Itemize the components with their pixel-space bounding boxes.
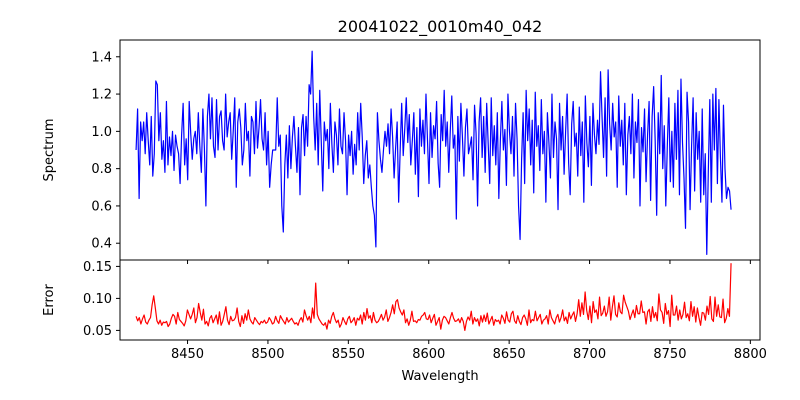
error-axes: 8450 8500 8550 8600 8650 8700 8750 8800 0.05 0.10… [83, 260, 767, 362]
spectrum-panel: 0.4 0.6 0.8 1.0 1.2 1.4 Spectrum [42, 39, 761, 264]
error-series-line [135, 263, 732, 331]
error-xtick-label: 8550 [332, 347, 365, 362]
error-xtick-label: 8800 [734, 347, 767, 362]
spectrum-plot-area [135, 50, 732, 256]
spectrum-ytick-label: 1.4 [91, 50, 112, 65]
error-plot-area [135, 263, 732, 331]
error-xtick-label: 8700 [573, 347, 606, 362]
spectrum-ytick-label: 0.4 [91, 237, 112, 252]
wavelength-xlabel: Wavelength [401, 369, 478, 384]
spectrum-ytick-label: 0.6 [91, 199, 112, 214]
error-xtick-label: 8450 [171, 347, 204, 362]
spectrum-ylabel: Spectrum [42, 119, 57, 182]
error-panel: 8450 8500 8550 8600 8650 8700 8750 8800 0.05 0.10… [42, 259, 767, 384]
spectrum-series-line [135, 50, 732, 256]
spectrum-ytick-label: 1.0 [91, 125, 112, 140]
error-ytick-label: 0.05 [83, 324, 112, 339]
error-ytick-label: 0.10 [83, 292, 112, 307]
chart-title: 20041022_0010m40_042 [338, 17, 543, 37]
error-ylabel: Error [42, 284, 57, 316]
error-ytick-label: 0.15 [83, 260, 112, 275]
spectrum-ytick-label: 0.8 [91, 162, 112, 177]
error-xtick-label: 8650 [493, 347, 526, 362]
spectrum-axes: 0.4 0.6 0.8 1.0 1.2 1.4 [91, 50, 751, 264]
error-xtick-label: 8600 [412, 347, 445, 362]
spectrum-ytick-label: 1.2 [91, 88, 112, 103]
error-axes-frame [119, 259, 761, 341]
error-xtick-label: 8500 [251, 347, 284, 362]
error-xtick-label: 8750 [653, 347, 686, 362]
